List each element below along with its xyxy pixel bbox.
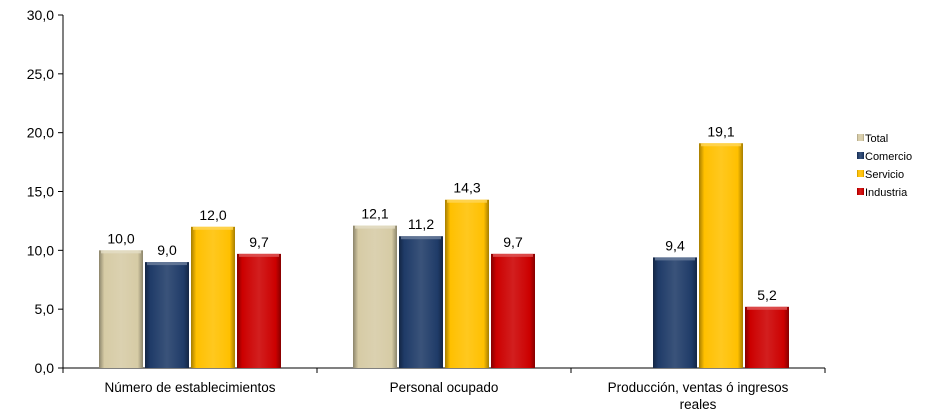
y-tick-label: 25,0 [27, 66, 54, 82]
data-label: 12,1 [361, 206, 388, 222]
data-label: 10,0 [107, 230, 134, 246]
y-tick-label: 30,0 [27, 7, 54, 23]
bar-servicio [445, 199, 489, 368]
y-tick-label: 10,0 [27, 242, 54, 258]
data-label: 9,0 [157, 242, 177, 258]
legend-label: Total [865, 133, 888, 145]
data-label: 11,2 [408, 216, 434, 232]
data-label: 5,2 [757, 287, 777, 303]
bars [99, 143, 789, 368]
bar-industria [745, 306, 789, 368]
bar-highlight [239, 253, 279, 257]
data-label: 9,4 [665, 237, 685, 253]
y-tick-label: 20,0 [27, 125, 54, 141]
category-label: Personal ocupado [390, 380, 499, 395]
data-label: 9,7 [249, 234, 269, 250]
data-label: 9,7 [503, 234, 523, 250]
legend-label: Servicio [865, 169, 904, 181]
y-tick-label: 15,0 [27, 184, 54, 200]
bar-total [99, 250, 143, 368]
legend-swatch-total [857, 134, 864, 141]
bar-comercio [145, 262, 189, 368]
bar-servicio [699, 143, 743, 368]
data-label: 12,0 [199, 207, 226, 223]
bar-comercio [653, 257, 697, 368]
legend-swatch-industria [857, 188, 864, 195]
category-label: Número de establecimientos [104, 380, 275, 395]
category-label: Producción, ventas ó ingresos [608, 380, 789, 395]
legend: Total Comercio Servicio Industria [857, 133, 912, 199]
bar-industria [237, 253, 281, 368]
axes: 0,0 5,0 10,0 15,0 20,0 25,0 30,0 Número de esta… [27, 7, 826, 412]
bar-servicio [191, 226, 235, 368]
bar-industria [491, 253, 535, 368]
bar-highlight [655, 257, 695, 261]
bar-highlight [701, 143, 741, 147]
bar-highlight [147, 262, 187, 266]
bar-highlight [355, 225, 395, 229]
legend-swatch-comercio [857, 152, 864, 159]
data-label: 14,3 [453, 180, 480, 196]
legend-label: Industria [865, 187, 908, 199]
y-tick-label: 5,0 [35, 301, 55, 317]
bar-total [353, 225, 397, 368]
legend-label: Comercio [865, 151, 912, 163]
legend-swatch-servicio [857, 170, 864, 177]
bar-highlight [493, 253, 533, 257]
bar-comercio [399, 236, 443, 368]
bar-highlight [747, 306, 787, 310]
bar-highlight [101, 250, 141, 254]
data-labels: 10,0 9,0 12,0 9,7 12,1 11,2 14,3 9,7 9,4 19,1 5,2 [107, 123, 777, 303]
data-label: 19,1 [707, 123, 734, 139]
category-label: reales [680, 397, 717, 412]
y-tick-label: 0,0 [35, 360, 55, 376]
bar-highlight [401, 236, 441, 240]
bar-highlight [193, 226, 233, 230]
bar-highlight [447, 199, 487, 203]
